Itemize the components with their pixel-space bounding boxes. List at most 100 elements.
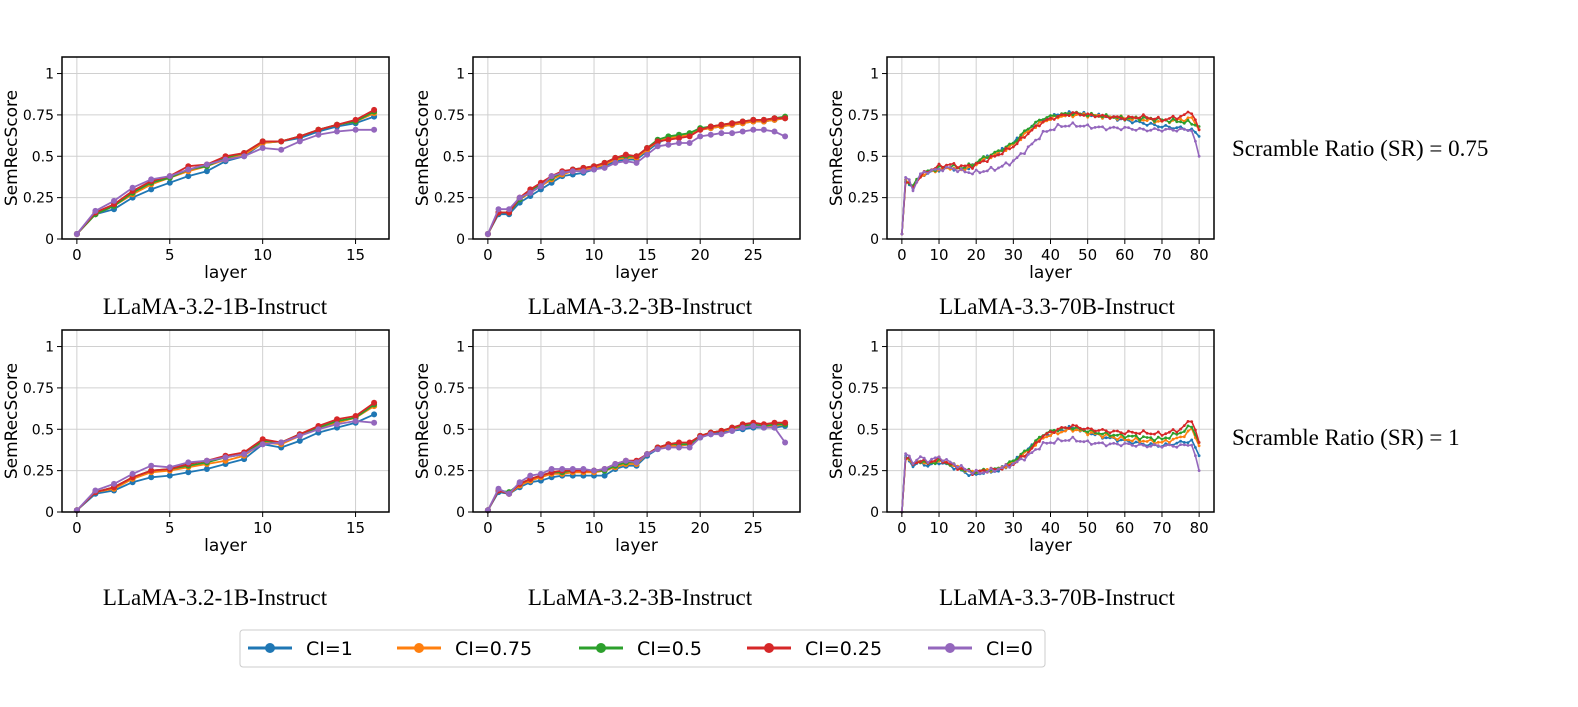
data-point xyxy=(1034,120,1037,124)
x-tick-label: 10 xyxy=(584,519,603,537)
data-point xyxy=(633,153,640,160)
data-point xyxy=(1134,440,1138,444)
data-point xyxy=(1145,119,1149,122)
data-point xyxy=(1168,117,1171,120)
panel-0-2: 0 10 20 30 40 50 60 70 80 0 0.25 0.5 0.75 1 layer SemRe… xyxy=(827,56,1215,319)
data-point xyxy=(907,454,911,458)
data-point xyxy=(948,166,952,169)
x-tick-label: 50 xyxy=(1078,519,1097,537)
y-tick-label: 1 xyxy=(456,67,465,83)
data-point xyxy=(1093,115,1097,119)
data-point xyxy=(506,206,513,213)
legend-label: CI=0.75 xyxy=(455,638,532,660)
data-point xyxy=(945,461,948,464)
data-point xyxy=(1130,444,1134,447)
data-point xyxy=(1030,125,1034,128)
data-point xyxy=(1082,114,1086,117)
data-point xyxy=(1138,119,1142,122)
data-point xyxy=(993,169,997,172)
x-tick-label: 80 xyxy=(1190,246,1209,264)
data-point xyxy=(148,176,155,183)
x-axis-label: layer xyxy=(1029,536,1072,556)
data-point xyxy=(371,419,378,426)
data-point xyxy=(241,153,248,160)
data-point xyxy=(278,439,285,446)
data-point xyxy=(1171,428,1175,431)
data-point xyxy=(315,126,322,133)
panel-title: LLaMA-3.3-70B-Instruct xyxy=(939,585,1175,610)
data-point xyxy=(993,150,997,154)
data-point xyxy=(1149,117,1153,120)
data-point xyxy=(982,159,985,163)
data-point xyxy=(612,154,619,161)
data-point xyxy=(750,116,757,123)
data-point xyxy=(952,167,956,171)
data-point xyxy=(1097,114,1101,118)
legend-item: CI=0.5 xyxy=(579,638,702,660)
x-tick-label: 40 xyxy=(1041,246,1060,264)
data-point xyxy=(1145,123,1149,127)
data-point xyxy=(1049,114,1052,117)
data-point xyxy=(1086,426,1090,430)
data-point xyxy=(1194,139,1197,143)
data-point xyxy=(967,163,971,167)
data-point xyxy=(352,116,359,123)
x-tick-label: 20 xyxy=(967,519,986,537)
data-point xyxy=(1190,438,1194,442)
data-point xyxy=(559,466,566,472)
data-point xyxy=(1134,434,1138,437)
legend-label: CI=1 xyxy=(306,638,353,660)
data-point xyxy=(739,424,746,431)
x-tick-label: 15 xyxy=(638,519,657,537)
data-point xyxy=(1034,441,1037,444)
data-point xyxy=(1142,122,1145,125)
data-point xyxy=(1138,442,1142,446)
data-point xyxy=(933,168,937,171)
data-point xyxy=(937,455,941,459)
data-point xyxy=(1045,441,1049,445)
y-tick-label: 0.5 xyxy=(857,422,879,438)
panel-1-2: 0 10 20 30 40 50 60 70 80 0 0.25 0.5 0.75 1 layer SemRe… xyxy=(827,329,1215,610)
data-point xyxy=(148,474,155,481)
data-point xyxy=(967,171,971,175)
data-point xyxy=(1156,119,1160,123)
data-point xyxy=(956,166,959,170)
data-point xyxy=(1190,112,1194,116)
data-point xyxy=(1130,127,1134,131)
data-point xyxy=(982,471,985,474)
data-point xyxy=(1145,116,1149,119)
panel-title: LLaMA-3.3-70B-Instruct xyxy=(939,294,1175,319)
y-tick-label: 0.75 xyxy=(23,108,54,124)
data-point xyxy=(569,168,576,175)
data-point xyxy=(729,427,736,434)
data-point xyxy=(1142,115,1145,119)
data-point xyxy=(1190,443,1194,447)
data-point xyxy=(1049,441,1052,445)
data-point xyxy=(1127,434,1130,438)
data-point xyxy=(1149,121,1153,125)
data-point xyxy=(933,456,937,460)
data-point xyxy=(1004,147,1008,150)
data-point xyxy=(1160,437,1164,441)
data-point xyxy=(1153,120,1156,123)
data-point xyxy=(1182,435,1186,439)
data-point xyxy=(707,431,714,438)
data-point xyxy=(1194,130,1197,134)
data-point xyxy=(1000,466,1004,470)
data-point xyxy=(967,474,971,477)
data-point xyxy=(686,439,693,446)
data-point xyxy=(1153,432,1156,436)
data-point xyxy=(1190,116,1194,119)
data-point xyxy=(1108,431,1112,435)
data-point xyxy=(591,166,597,173)
data-point xyxy=(676,140,682,146)
data-point xyxy=(1086,114,1090,118)
data-point xyxy=(203,161,210,168)
data-point xyxy=(697,126,704,133)
data-point xyxy=(1097,125,1101,129)
data-point xyxy=(1175,129,1179,133)
data-point xyxy=(315,426,322,433)
data-point xyxy=(1078,440,1082,443)
data-point xyxy=(665,136,672,143)
data-point xyxy=(1182,121,1186,125)
